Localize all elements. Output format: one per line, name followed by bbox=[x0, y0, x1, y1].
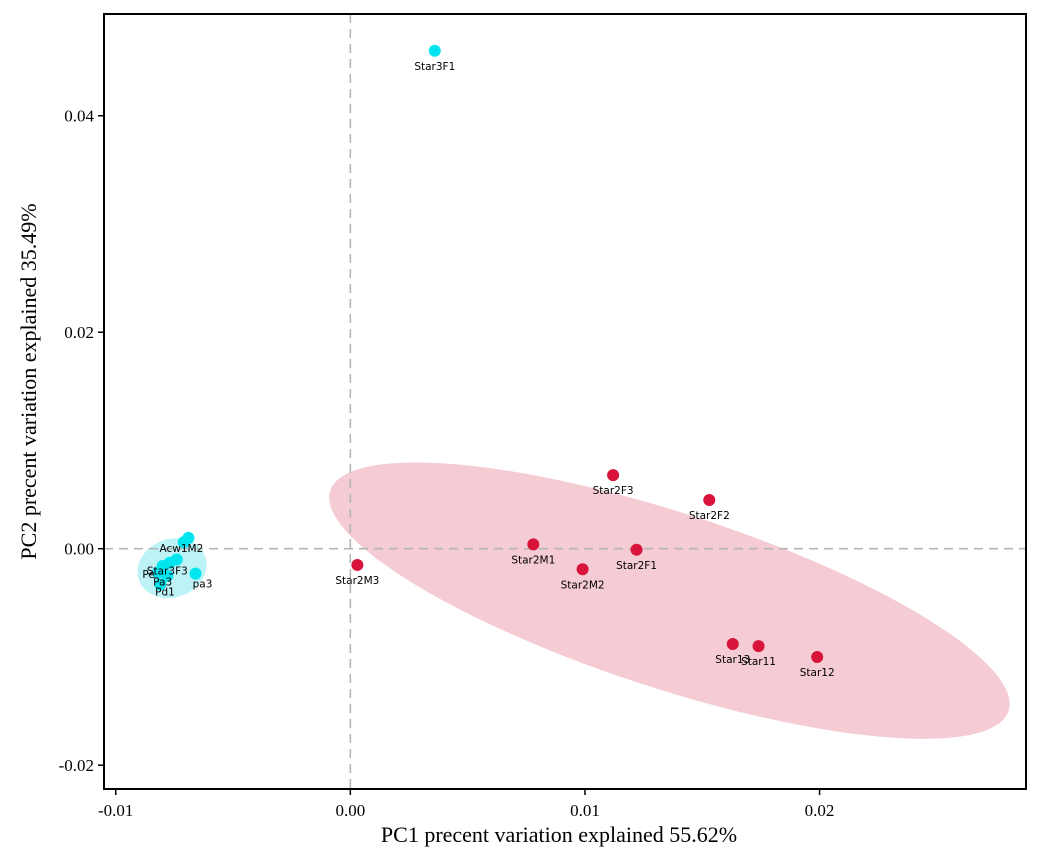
x-tick-label: 0.01 bbox=[570, 801, 600, 820]
data-point bbox=[726, 637, 739, 650]
y-tick-label: 0.04 bbox=[64, 107, 94, 126]
x-tick-label: 0.02 bbox=[805, 801, 835, 820]
data-point bbox=[752, 640, 765, 653]
y-axis-label: PC2 precent variation explained 35.49% bbox=[16, 203, 41, 559]
data-point bbox=[351, 558, 364, 571]
data-point bbox=[161, 569, 174, 582]
data-point bbox=[607, 469, 620, 482]
group-2-ellipse bbox=[329, 462, 1010, 739]
x-axis-ticks: -0.01 0.00 0.01 0.02 bbox=[98, 789, 834, 820]
y-tick-label: -0.02 bbox=[59, 756, 94, 775]
data-point bbox=[151, 566, 164, 579]
data-point bbox=[177, 536, 190, 549]
x-tick-label: 0.00 bbox=[335, 801, 365, 820]
point-label: Star2M2 bbox=[561, 579, 605, 591]
data-points bbox=[151, 44, 824, 663]
data-point bbox=[811, 650, 824, 663]
cluster-point-label: Pd1 bbox=[155, 586, 175, 598]
point-label: Star11 bbox=[741, 656, 776, 668]
point-label: Star12 bbox=[800, 667, 835, 679]
data-point bbox=[189, 567, 202, 580]
y-tick-label: 0.02 bbox=[64, 323, 94, 342]
cluster-point-label: Pa3 bbox=[153, 577, 172, 589]
point-label: Star2M1 bbox=[511, 554, 555, 566]
data-point bbox=[630, 543, 643, 556]
y-axis-ticks: -0.02 0.00 0.02 0.04 bbox=[59, 107, 104, 775]
confidence-ellipses bbox=[137, 462, 1010, 739]
cluster-point-label: pa3 bbox=[193, 579, 213, 591]
point-label: Star3F1 bbox=[414, 61, 455, 73]
point-label: Star2F2 bbox=[689, 510, 730, 522]
point-label: Star2F1 bbox=[616, 560, 657, 572]
plot-frame bbox=[103, 13, 1027, 790]
cluster-point-label: Star3F3 bbox=[147, 566, 188, 578]
data-point bbox=[527, 538, 540, 551]
x-tick-label: -0.01 bbox=[98, 801, 133, 820]
x-axis-label: PC1 precent variation explained 55.62% bbox=[381, 822, 737, 847]
point-label: Star13 bbox=[715, 654, 750, 666]
cluster-point-label: Acw1M2 bbox=[160, 543, 204, 555]
y-tick-label: 0.00 bbox=[64, 540, 94, 559]
point-label: Star2M3 bbox=[335, 575, 379, 587]
data-point bbox=[703, 493, 716, 506]
data-point bbox=[576, 563, 589, 576]
cluster-point-label: Pe bbox=[142, 569, 154, 581]
data-point bbox=[154, 578, 167, 591]
data-point bbox=[428, 44, 441, 57]
point-label: Star2F3 bbox=[593, 485, 634, 497]
